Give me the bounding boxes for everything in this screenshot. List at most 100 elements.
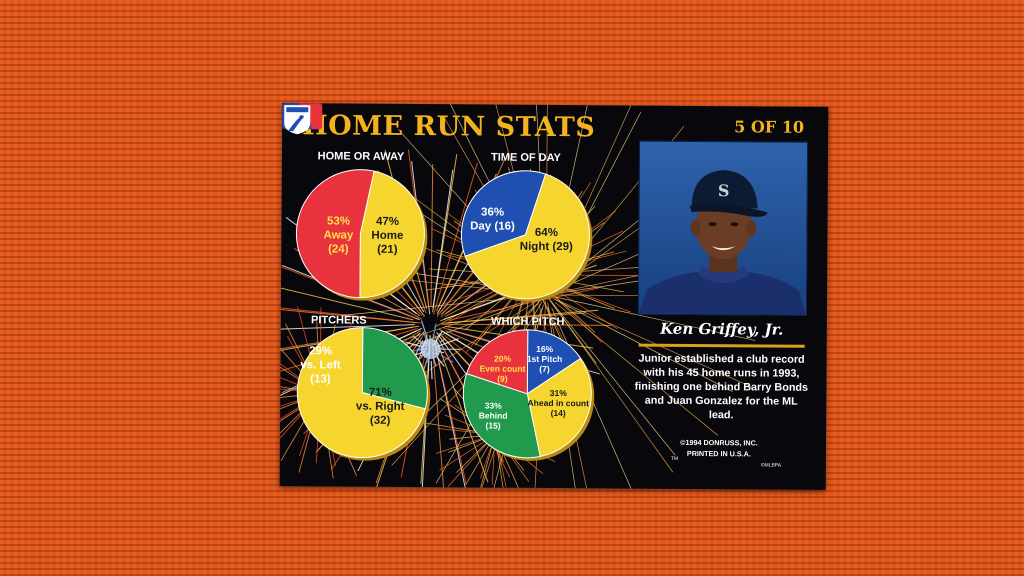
slice-label: 71% vs. Right (32)	[356, 386, 405, 428]
firework-spark	[440, 354, 454, 363]
chart-title: WHICH PITCH	[491, 315, 565, 329]
firework-spark	[465, 441, 492, 485]
chart-title: TIME OF DAY	[490, 151, 561, 165]
slice-label: vs. Right	[355, 400, 405, 413]
slice-pct: 64%	[534, 226, 559, 240]
pie-chart-1	[295, 169, 428, 301]
firework-glow	[420, 339, 441, 360]
copyright-line-1: ©1994 DONRUSS, INC.	[680, 437, 758, 448]
card-number: 5 OF 10	[734, 117, 805, 137]
pie-slice	[526, 329, 582, 395]
slice-label: Behind	[478, 410, 508, 421]
firework-spark	[279, 282, 414, 321]
firework-spark	[405, 341, 424, 348]
pie-slice	[361, 327, 428, 410]
copyright-line-2: PRINTED IN U.S.A.	[686, 448, 751, 459]
firework-spark	[436, 356, 445, 367]
svg-text:S: S	[718, 181, 730, 200]
firework-spark	[434, 335, 489, 483]
slice-pct: 71%	[368, 386, 392, 399]
slice-label: Away	[323, 229, 354, 242]
slice-count: (32)	[369, 414, 391, 427]
firework-spark	[439, 439, 487, 471]
firework-spark	[478, 444, 493, 490]
mlbpa-logo-icon	[284, 105, 311, 135]
player-photo: S	[637, 140, 809, 316]
slice-label: 1st Pitch	[526, 353, 563, 365]
slice-pct: 16%	[536, 343, 554, 354]
firework-spark	[420, 320, 429, 342]
chart-title: PITCHERS	[310, 314, 367, 327]
slice-count: (15)	[485, 420, 501, 431]
firework-spark	[549, 299, 676, 456]
slice-pct: 36%	[481, 206, 505, 219]
firework-spark	[419, 342, 423, 345]
slice-count: (9)	[497, 373, 508, 384]
firework-spark	[448, 439, 483, 453]
pie-chart-3	[296, 327, 431, 461]
pie-slice	[462, 372, 541, 459]
firework-spark	[435, 436, 488, 454]
slice-label: Night (29)	[519, 240, 573, 254]
firework-spark	[551, 302, 674, 473]
slice-label: 33% Behind (15)	[478, 400, 508, 431]
slice-label: 36% Day (16)	[470, 205, 515, 233]
firework-spark	[496, 446, 506, 490]
firework-spark	[432, 169, 454, 309]
firework-spark	[500, 447, 524, 490]
slice-pct: 33%	[484, 400, 502, 411]
pie-chart-2	[460, 170, 593, 302]
slice-label: 64% Night (29)	[520, 226, 573, 254]
copyright-text: ©1994 DONRUSS, INC. PRINTED IN U.S.A.	[673, 437, 765, 460]
slice-label: Home	[371, 229, 404, 242]
slice-label: 20% Even count (9)	[479, 353, 526, 384]
firework-spark	[540, 287, 597, 364]
slice-label: 47% Home (21)	[371, 215, 403, 257]
pie-charts	[295, 169, 595, 461]
firework-spark	[447, 443, 488, 487]
slice-label: Day (16)	[470, 220, 515, 233]
firework-spark	[433, 162, 478, 315]
pie-slice	[296, 327, 426, 459]
pie-slice	[526, 357, 592, 458]
slice-label: 53% Away (24)	[323, 214, 353, 256]
firework-spark	[440, 338, 446, 343]
pie-slice	[464, 173, 590, 300]
player-bio: Junior established a club record with hi…	[634, 352, 809, 422]
player-name: Ken Griffey, Jr.	[660, 319, 784, 339]
slice-label: 31% Ahead in count (14)	[527, 388, 589, 418]
firework-spark	[456, 438, 492, 473]
slice-pct: 53%	[326, 215, 351, 228]
firework-spark	[448, 287, 600, 321]
trading-card: HOME RUN STATS 5 OF 10 HOME OR AWAY TIME …	[279, 103, 829, 490]
slice-pct: 20%	[494, 353, 512, 364]
slice-label: 29% vs. Left (13)	[300, 344, 341, 386]
pie-slice	[465, 329, 529, 395]
firework-spark	[430, 361, 433, 380]
firework-spark	[551, 307, 639, 490]
slice-pct: 29%	[309, 345, 333, 358]
pie-chart-4	[462, 329, 595, 461]
slice-count: (7)	[539, 363, 550, 374]
chart-title: HOME OR AWAY	[317, 150, 405, 163]
firework-spark	[341, 295, 535, 316]
pie-slice	[359, 170, 425, 299]
slice-count: (14)	[550, 407, 566, 419]
firework-spark	[480, 447, 492, 479]
slice-label: 16% 1st Pitch (7)	[527, 344, 563, 374]
slice-count: (24)	[328, 243, 349, 256]
slice-label: vs. Left	[300, 359, 341, 372]
firework-spark	[555, 296, 756, 341]
slice-label: Even count	[479, 363, 526, 374]
slice-pct: 31%	[549, 387, 567, 399]
slice-pct: 47%	[375, 215, 400, 228]
slice-count: (21)	[377, 243, 398, 256]
firework-spark	[436, 337, 459, 348]
firework-spark	[555, 302, 719, 436]
pie-slice	[295, 169, 375, 299]
firework-spark	[449, 435, 484, 440]
card-title: HOME RUN STATS	[302, 110, 596, 144]
slice-label: Ahead in count	[527, 397, 589, 409]
slice-count: (13)	[310, 373, 331, 386]
mlbpa-label: ©MLBPA	[760, 462, 782, 469]
